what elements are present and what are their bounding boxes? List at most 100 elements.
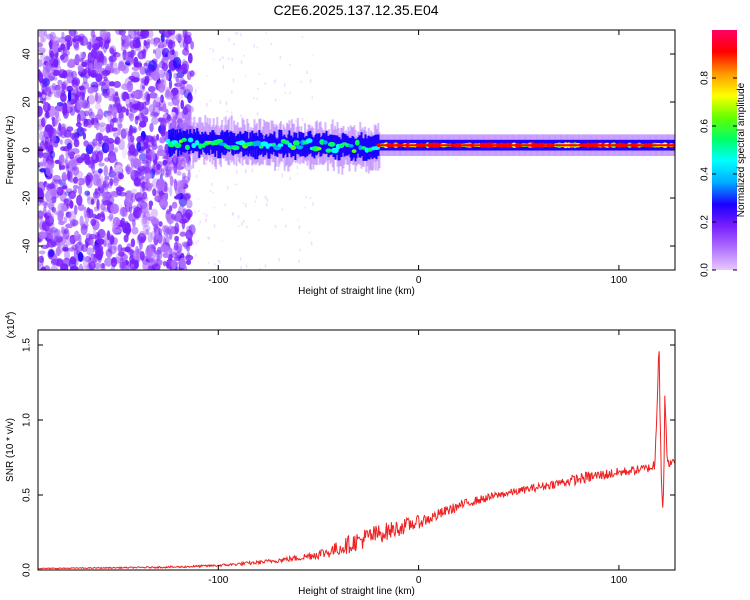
noise-blob	[153, 96, 162, 103]
noise-blob	[158, 144, 164, 153]
colorbar-ticks: 0.0 0.2 0.4 0.6 0.8	[700, 71, 737, 277]
noise-blob	[109, 56, 114, 68]
noise-blob	[67, 150, 71, 157]
noise-blob	[101, 91, 110, 97]
y-tick-label: 1.0	[22, 413, 33, 427]
noise-blob	[59, 154, 65, 163]
noise-blob	[142, 203, 150, 215]
noise-blob	[108, 245, 117, 255]
faint-mark	[227, 57, 230, 60]
band-blob	[331, 147, 339, 154]
noise-blob	[41, 117, 46, 128]
faint-mark	[254, 200, 256, 203]
noise-blob	[169, 186, 173, 197]
faint-mark	[228, 37, 230, 41]
snr-series-line	[38, 351, 675, 570]
noise-blob	[148, 60, 157, 72]
faint-mark	[240, 266, 242, 269]
snr-plot-area	[38, 330, 675, 570]
noise-blob	[97, 108, 104, 121]
y-tick-label: 20	[22, 96, 33, 108]
faint-mark	[223, 117, 225, 121]
y-tick-label: 0.5	[22, 488, 33, 502]
noise-blob	[106, 141, 115, 153]
noise-blob	[68, 210, 76, 223]
noise-blob	[149, 111, 159, 118]
noise-blob	[51, 42, 59, 54]
noise-blob	[160, 94, 164, 104]
noise-blob	[159, 136, 166, 144]
noise-blob	[143, 39, 147, 47]
faint-mark	[219, 58, 221, 61]
noise-blob	[49, 52, 55, 60]
faint-mark	[295, 120, 297, 123]
noise-blob	[48, 250, 55, 258]
noise-blob	[86, 41, 92, 50]
faint-mark	[243, 220, 245, 224]
noise-blob	[176, 104, 180, 116]
noise-blob	[142, 206, 149, 214]
noise-blob	[70, 265, 79, 270]
noise-blob	[62, 244, 69, 252]
noise-blob	[51, 82, 57, 91]
faint-mark	[299, 248, 301, 252]
noise-blob	[84, 118, 92, 126]
noise-blob	[163, 186, 168, 192]
noise-blob	[118, 138, 125, 151]
noise-blob	[109, 178, 114, 186]
noise-blob	[113, 177, 118, 184]
noise-blob	[169, 167, 174, 172]
faint-mark	[309, 197, 312, 200]
noise-blob	[100, 38, 106, 50]
noise-blob	[174, 195, 181, 200]
colorbar-gradient	[712, 30, 737, 270]
noise-blob	[91, 87, 99, 93]
noise-blob	[89, 159, 96, 170]
noise-blob	[64, 159, 68, 165]
noise-blob	[165, 108, 169, 115]
noise-blob	[46, 183, 56, 189]
noise-blob	[38, 72, 44, 84]
noise-blob	[151, 143, 158, 151]
faint-mark	[205, 162, 207, 166]
faint-mark	[236, 169, 238, 174]
noise-blob	[125, 93, 135, 99]
noise-blob	[38, 124, 43, 131]
noise-blob	[73, 204, 78, 215]
faint-mark	[300, 80, 303, 83]
noise-blob	[117, 124, 121, 136]
faint-mark	[242, 202, 244, 204]
noise-blob	[124, 211, 128, 218]
noise-blob	[149, 257, 157, 265]
noise-blob	[38, 262, 41, 269]
noise-blob	[49, 150, 56, 159]
noise-blob	[120, 190, 124, 197]
noise-blob	[131, 165, 135, 176]
noise-blob	[109, 47, 115, 54]
faint-mark	[277, 168, 279, 171]
noise-blob	[165, 235, 170, 247]
noise-blob	[115, 164, 123, 173]
faint-mark	[308, 231, 311, 234]
faint-mark	[284, 92, 287, 94]
noise-blob	[38, 210, 44, 219]
band-blob	[174, 142, 182, 149]
snr-multiplier-label: (x104)	[5, 312, 17, 339]
noise-blob	[90, 30, 96, 39]
noise-blob	[114, 96, 121, 108]
faint-mark	[197, 198, 200, 200]
noise-blob	[78, 184, 83, 196]
faint-mark	[281, 208, 284, 211]
noise-blob	[92, 138, 98, 147]
faint-mark	[221, 240, 224, 242]
noise-blob	[97, 122, 107, 127]
noise-blob	[60, 226, 64, 234]
band-core	[254, 136, 257, 160]
noise-blob	[56, 229, 61, 238]
noise-blob	[61, 185, 68, 190]
noise-blob	[76, 194, 83, 206]
noise-blob	[133, 157, 139, 166]
faint-mark	[236, 32, 238, 35]
noise-blob	[40, 197, 45, 204]
noise-blob	[187, 52, 193, 64]
